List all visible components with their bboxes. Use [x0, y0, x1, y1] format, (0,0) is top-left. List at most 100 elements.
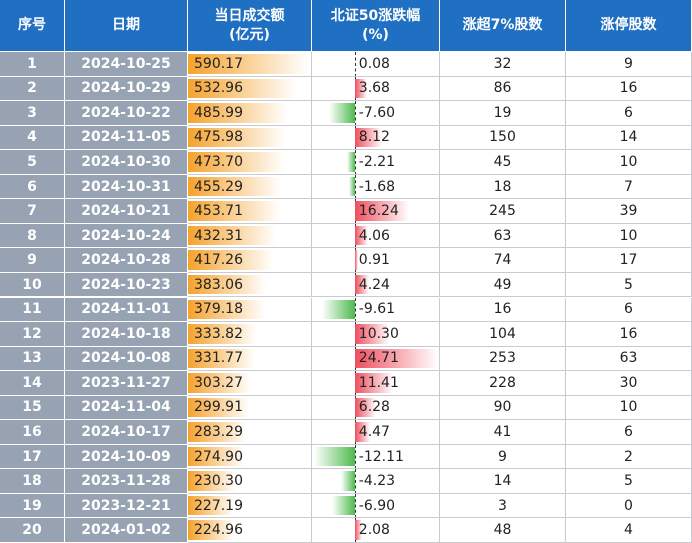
cell: 41: [440, 420, 566, 445]
cell: 2024-10-24: [65, 223, 188, 249]
cell: 19: [0, 493, 65, 519]
negative-bar: [331, 495, 355, 516]
cell-text: 2: [27, 80, 37, 97]
cell: 18: [440, 174, 566, 200]
cell: 2: [566, 444, 692, 470]
cell-text: 6.28: [358, 399, 390, 416]
negative-bar: [322, 299, 355, 320]
negative-bar: [349, 176, 355, 197]
cell-text: 0.91: [358, 252, 390, 269]
cell-text: 417.26: [194, 252, 243, 269]
amount-bar: [188, 446, 244, 467]
amount-bar: [188, 54, 308, 74]
cell-text: -4.23: [358, 473, 396, 490]
cell: 4: [0, 125, 65, 151]
cell-text: 2.08: [358, 522, 390, 539]
cell: 14: [0, 371, 65, 396]
cell: -2.21: [312, 150, 440, 175]
cell-text: 2: [624, 448, 633, 465]
cell-text: 90: [493, 399, 512, 416]
cell: 4.24: [312, 272, 440, 298]
cell: -12.11: [312, 444, 440, 470]
cell: 2024-10-30: [65, 150, 188, 175]
cell: 333.82: [188, 322, 312, 347]
cell-text: 11: [22, 301, 42, 318]
cell: 2024-10-22: [65, 101, 188, 126]
amount-bar: [188, 471, 235, 491]
positive-bar: [354, 201, 410, 221]
cell: 2.08: [312, 518, 440, 543]
cell-text: 17: [619, 252, 638, 269]
cell: 253: [440, 346, 566, 372]
cell-text: 10: [619, 227, 638, 244]
cell: -6.90: [312, 493, 440, 519]
cell: 6: [566, 420, 692, 445]
positive-bar: [354, 250, 358, 270]
amount-bar: [188, 274, 266, 295]
amount-bar: [188, 250, 273, 270]
amount-bar: [188, 348, 256, 369]
cell: 14: [566, 125, 692, 151]
cell-text: 8.12: [358, 129, 390, 146]
cell-text: 39: [619, 203, 638, 220]
cell: 2024-10-21: [65, 199, 188, 224]
cell: 14: [440, 469, 566, 494]
cell: 245: [440, 199, 566, 224]
zero-axis: [354, 297, 356, 322]
amount-bar: [188, 225, 276, 246]
negative-bar: [347, 152, 355, 172]
cell: 2024-10-25: [65, 52, 188, 77]
header-cell: 当日成交额 (亿元): [188, 0, 312, 52]
cell-text: 379.18: [194, 301, 243, 318]
cell-text: 13: [22, 350, 42, 367]
cell-text: -9.61: [358, 301, 396, 318]
positive-bar: [354, 274, 370, 295]
cell: 227.19: [188, 493, 312, 519]
cell: 5: [0, 150, 65, 175]
cell-text: 41: [493, 424, 512, 441]
cell-text: 253: [489, 350, 516, 367]
cell: 11.41: [312, 371, 440, 396]
amount-bar: [188, 397, 249, 418]
amount-bar: [188, 520, 234, 540]
cell-text: 2024-10-21: [81, 203, 171, 220]
cell-text: 5: [624, 473, 633, 490]
cell: 16.24: [312, 199, 440, 224]
cell-text: 455.29: [194, 178, 243, 195]
positive-bar: [354, 373, 394, 393]
amount-bar: [188, 127, 285, 148]
cell-text: 86: [493, 80, 512, 97]
zero-axis: [354, 52, 356, 76]
cell: 63: [566, 346, 692, 372]
cell-text: 63: [619, 350, 638, 367]
cell-text: 4.24: [358, 276, 390, 293]
cell-text: 2024-11-05: [81, 129, 171, 146]
cell-text: 16.24: [358, 203, 399, 220]
cell: 590.17: [188, 52, 312, 77]
cell: 2023-11-28: [65, 469, 188, 494]
cell-text: 16: [619, 80, 638, 97]
cell-text: 10.30: [358, 325, 399, 342]
cell-text: 14: [493, 473, 512, 490]
cell: 2024-01-02: [65, 518, 188, 543]
cell: 9: [566, 52, 692, 77]
negative-bar: [329, 103, 355, 123]
zero-axis: [354, 150, 356, 174]
cell-text: 2024-10-30: [81, 153, 171, 170]
header-cell: 日期: [65, 0, 188, 52]
amount-bar: [188, 152, 285, 172]
cell-text: -7.60: [358, 104, 396, 121]
cell: 15: [0, 395, 65, 421]
cell-text: 590.17: [194, 55, 243, 72]
amount-bar: [188, 495, 235, 516]
cell: 2024-10-23: [65, 272, 188, 298]
cell-text: 104: [489, 325, 516, 342]
cell: 6: [566, 101, 692, 126]
cell: 3: [0, 101, 65, 126]
cell-text: 18: [22, 473, 42, 490]
cell: 2024-10-08: [65, 346, 188, 372]
cell: 5: [566, 272, 692, 298]
cell-text: 2024-01-02: [81, 522, 171, 539]
header-cell: 涨停股数: [566, 0, 692, 52]
cell: 4.06: [312, 223, 440, 249]
